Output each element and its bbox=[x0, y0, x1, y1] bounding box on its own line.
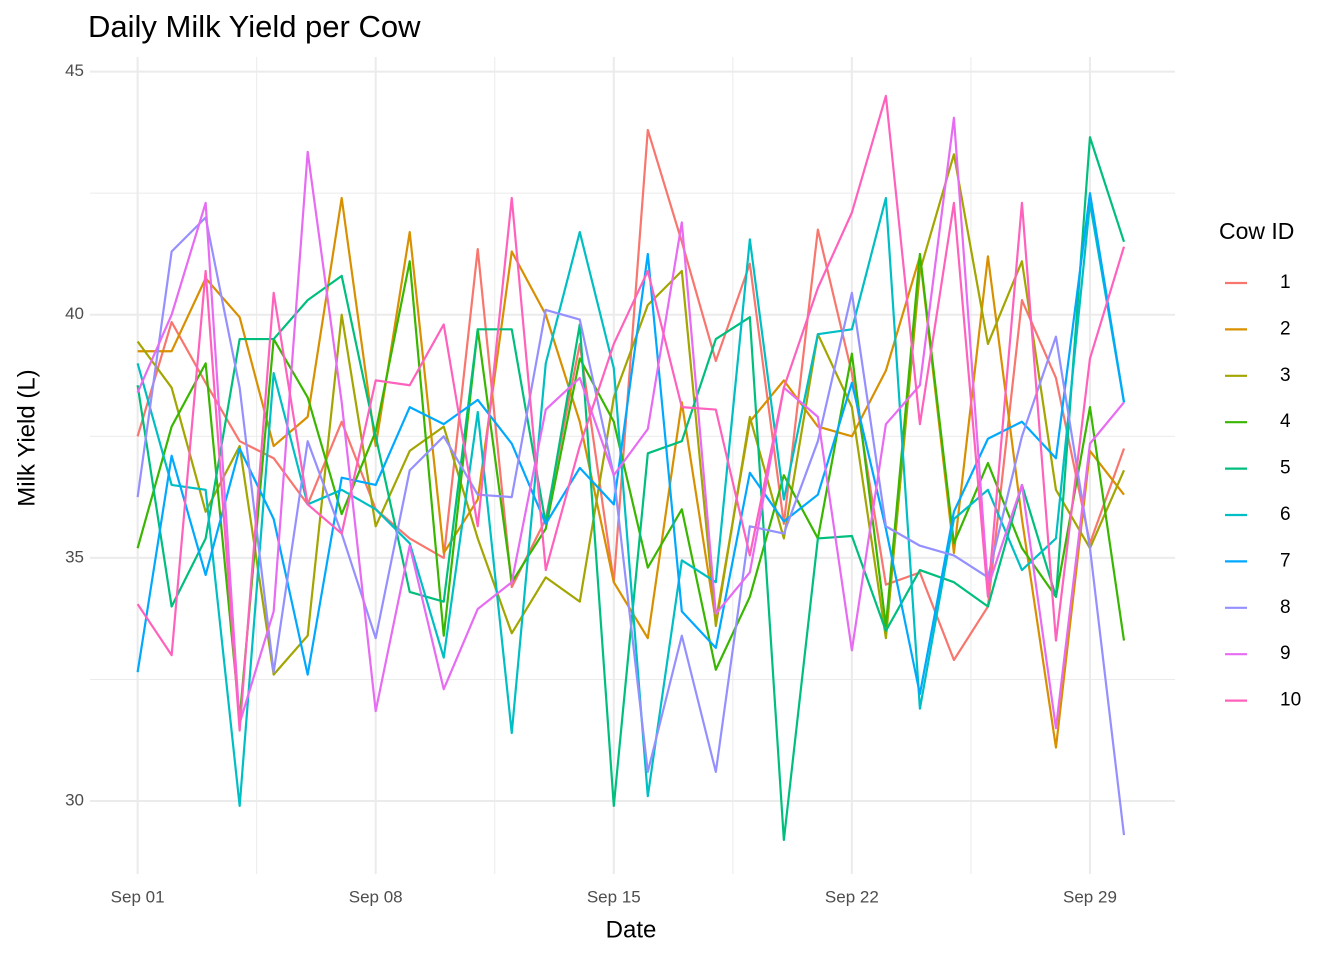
series-line bbox=[136, 252, 1126, 720]
legend-label: 6 bbox=[1280, 504, 1291, 525]
y-tick-label: 40 bbox=[65, 304, 84, 323]
x-axis-title: Date bbox=[606, 916, 657, 943]
series-line bbox=[136, 128, 1126, 662]
x-tick-label: Sep 29 bbox=[1063, 887, 1117, 906]
series-line bbox=[136, 196, 1126, 808]
y-tick-label: 45 bbox=[65, 61, 84, 80]
legend-label: 9 bbox=[1280, 643, 1291, 664]
x-tick-label: Sep 22 bbox=[825, 887, 879, 906]
chart-title: Daily Milk Yield per Cow bbox=[88, 9, 421, 44]
legend-label: 4 bbox=[1280, 411, 1291, 432]
legend-label: 5 bbox=[1280, 458, 1291, 479]
series-line bbox=[136, 94, 1126, 732]
legend-label: 10 bbox=[1280, 690, 1301, 711]
y-axis-title: Milk Yield (L) bbox=[13, 369, 40, 506]
x-tick-label: Sep 08 bbox=[349, 887, 403, 906]
legend-label: 2 bbox=[1280, 318, 1291, 339]
y-tick-label: 30 bbox=[65, 791, 84, 810]
series-line bbox=[136, 116, 1125, 730]
legend-label: 7 bbox=[1280, 550, 1291, 571]
series-line bbox=[136, 192, 1126, 696]
legend-label: 8 bbox=[1280, 597, 1291, 618]
series-line bbox=[137, 196, 1125, 749]
series-line bbox=[136, 216, 1126, 836]
legend-label: 1 bbox=[1280, 272, 1291, 293]
x-tick-label: Sep 01 bbox=[111, 887, 165, 906]
legend-label: 3 bbox=[1280, 365, 1291, 386]
y-tick-label: 35 bbox=[65, 547, 84, 566]
x-tick-label: Sep 15 bbox=[587, 887, 641, 906]
legend-title: Cow ID bbox=[1219, 218, 1294, 244]
